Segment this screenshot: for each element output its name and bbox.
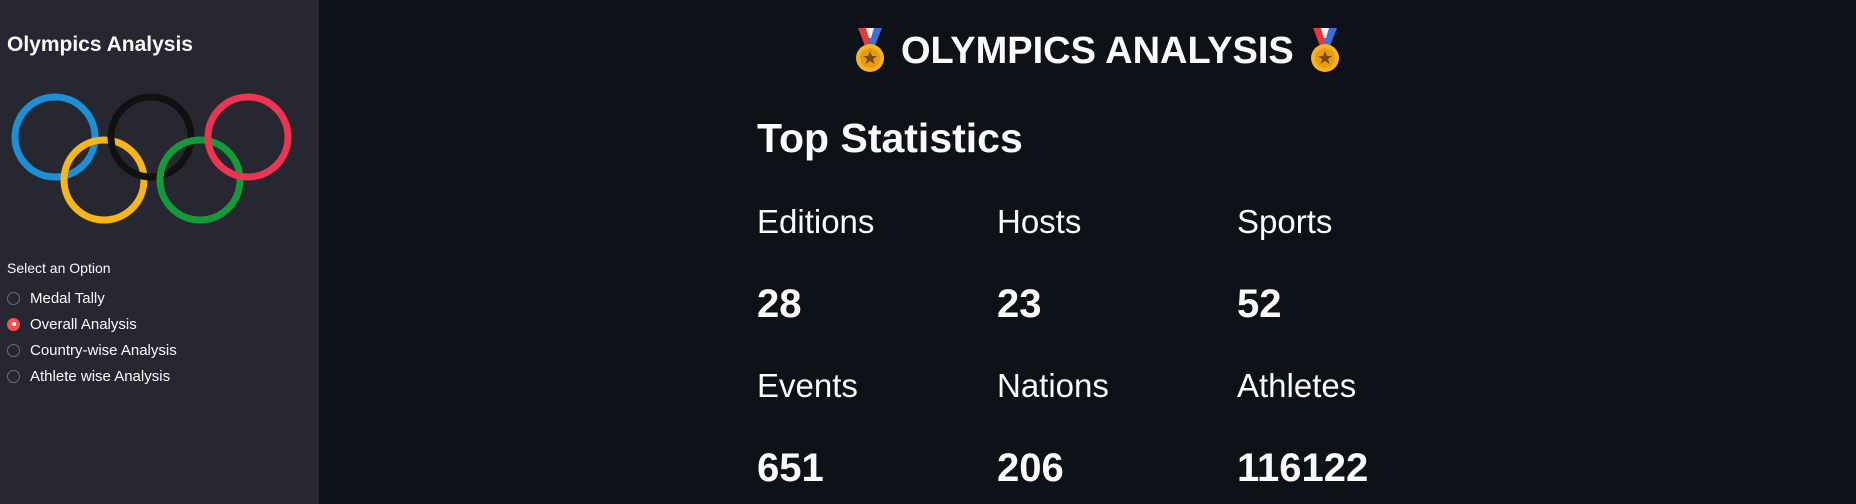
option-radio-group: Medal Tally Overall Analysis Country-wis… [7, 285, 177, 389]
ring-black [107, 93, 195, 181]
stat-label: Events [757, 367, 858, 404]
radio-option-medal-tally[interactable]: Medal Tally [7, 285, 177, 311]
stat-label: Nations [997, 367, 1109, 404]
stat-label: Hosts [997, 203, 1082, 240]
stat-nations: Nations 206 [997, 366, 1227, 490]
ring-red [204, 93, 292, 181]
medal-icon [856, 28, 884, 72]
stat-value: 651 [757, 446, 824, 490]
stat-athletes: Athletes 116122 [1237, 366, 1467, 490]
stat-editions: Editions 28 [757, 202, 987, 326]
ring-yellow [60, 136, 148, 224]
radio-option-label: Athlete wise Analysis [30, 367, 171, 385]
stat-hosts: Hosts 23 [997, 202, 1227, 326]
stat-value: 206 [997, 446, 1064, 490]
stat-value: 28 [757, 282, 802, 326]
top-statistics-heading: Top Statistics [757, 115, 1023, 161]
radio-option-country-wise-analysis[interactable]: Country-wise Analysis [7, 337, 177, 363]
stat-value: 23 [997, 282, 1042, 326]
stat-label: Sports [1237, 203, 1333, 240]
radio-button[interactable] [7, 291, 20, 305]
radio-button-checked[interactable] [7, 317, 20, 331]
radio-option-overall-analysis[interactable]: Overall Analysis [7, 311, 177, 337]
stat-value: 52 [1237, 282, 1282, 326]
radio-button[interactable] [7, 369, 20, 383]
stat-value: 116122 [1237, 446, 1369, 490]
stat-label: Editions [757, 203, 875, 240]
stat-label: Athletes [1237, 367, 1357, 404]
sidebar-title: Olympics Analysis [7, 33, 193, 56]
radio-group-label: Select an Option [7, 260, 111, 276]
page-title-text: OLYMPICS ANALYSIS [901, 29, 1294, 72]
medal-icon [1310, 28, 1339, 72]
radio-button[interactable] [7, 343, 20, 357]
radio-option-athlete-wise-analysis[interactable]: Athlete wise Analysis [7, 363, 177, 389]
olympic-rings-icon [11, 93, 292, 224]
radio-option-label: Overall Analysis [30, 315, 137, 333]
page-title: OLYMPICS ANALYSIS [849, 28, 1346, 74]
sidebar: Olympics Analysis Select an Option Medal… [0, 0, 319, 504]
stat-sports: Sports 52 [1237, 202, 1467, 326]
radio-option-label: Country-wise Analysis [30, 341, 177, 359]
stat-events: Events 651 [757, 366, 987, 490]
radio-option-label: Medal Tally [30, 289, 105, 307]
ring-green [156, 136, 244, 224]
ring-blue [11, 93, 99, 181]
